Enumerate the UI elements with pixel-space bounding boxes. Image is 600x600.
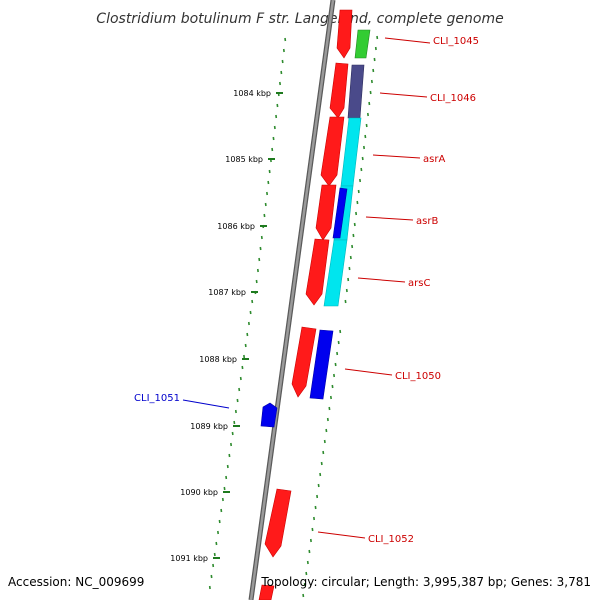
gene-label-text[interactable]: CLI_1052 [368, 534, 414, 545]
gene-label-leader [182, 399, 230, 409]
gene-cli-1052-cds[interactable] [264, 488, 292, 558]
genome-info-text: Topology: circular; Length: 3,995,387 bp… [260, 575, 591, 589]
gene-label-cli-1052[interactable]: CLI_1052 [317, 531, 414, 545]
kbp-ticks: 1084 kbp 1085 kbp 1086 kbp 1087 kbp 1088 kbp… [170, 89, 283, 563]
gene-cli-1045-cog[interactable] [354, 29, 371, 59]
cog-cds-track [309, 29, 371, 400]
gene-label-text[interactable]: asrB [416, 216, 438, 227]
gene-label-text[interactable]: CLI_1045 [433, 36, 479, 47]
gene-cli-1051-cds[interactable] [260, 402, 278, 428]
tick-label: 1084 kbp [233, 89, 271, 98]
gene-label-leader [384, 37, 431, 44]
gene-label-cli-1046[interactable]: CLI_1046 [379, 92, 476, 104]
tick-label: 1091 kbp [170, 554, 208, 563]
gene-label-cli-1045[interactable]: CLI_1045 [384, 36, 479, 47]
gene-cli-1050-cog[interactable] [309, 329, 334, 400]
gene-label-cli-1051[interactable]: CLI_1051 [134, 393, 230, 409]
gene-asra-cog[interactable] [340, 117, 362, 187]
gene-label-text[interactable]: arsC [408, 278, 430, 289]
gene-label-cli-1050[interactable]: CLI_1050 [344, 368, 441, 382]
gene-arsc-cds[interactable] [305, 238, 330, 306]
gene-label-leader [357, 277, 406, 283]
forward-cds-track [258, 9, 353, 600]
gene-asrb-cds[interactable] [315, 184, 337, 241]
gene-label-leader [365, 216, 414, 221]
gene-label-arsc[interactable]: arsC [357, 277, 430, 289]
gene-label-text[interactable]: CLI_1050 [395, 371, 441, 382]
gene-arsc-cog[interactable] [323, 239, 348, 307]
gene-label-leader [372, 154, 421, 159]
tick-label: 1085 kbp [225, 155, 263, 164]
gene-cli-1046-cds[interactable] [329, 62, 349, 119]
tick-label: 1086 kbp [217, 222, 255, 231]
gene-asra-cds[interactable] [320, 116, 345, 187]
gene-label-asrb[interactable]: asrB [365, 216, 438, 227]
genome-backbone [248, 0, 336, 600]
tick-label: 1089 kbp [190, 422, 228, 431]
gene-label-text[interactable]: CLI_1046 [430, 93, 476, 104]
gene-cli-1050-cds[interactable] [291, 326, 317, 398]
tick-label: 1088 kbp [199, 355, 237, 364]
gc-content-inner-track [302, 35, 379, 598]
tick-label: 1087 kbp [208, 288, 246, 297]
map-title: Clostridium botulinum F str. Langeland, … [96, 11, 503, 27]
gene-label-leader [317, 531, 366, 539]
gene-label-text[interactable]: asrA [423, 154, 445, 165]
gene-label-leader [344, 368, 393, 376]
gene-label-leader [379, 92, 428, 98]
gene-label-text[interactable]: CLI_1051 [134, 393, 180, 404]
gene-labels: CLI_1045 CLI_1046 asrA asrB arsC CLI_1050 CLI_… [134, 36, 479, 545]
accession-text: Accession: NC_009699 [8, 575, 144, 589]
gene-asrb-cog-inner[interactable] [332, 187, 348, 239]
gene-label-asra[interactable]: asrA [372, 154, 445, 165]
gene-cli-1046-cog[interactable] [347, 64, 365, 119]
gene-cli-1045-cds[interactable] [336, 9, 353, 59]
tick-label: 1090 kbp [180, 488, 218, 497]
gene-next-cds[interactable] [258, 584, 275, 600]
